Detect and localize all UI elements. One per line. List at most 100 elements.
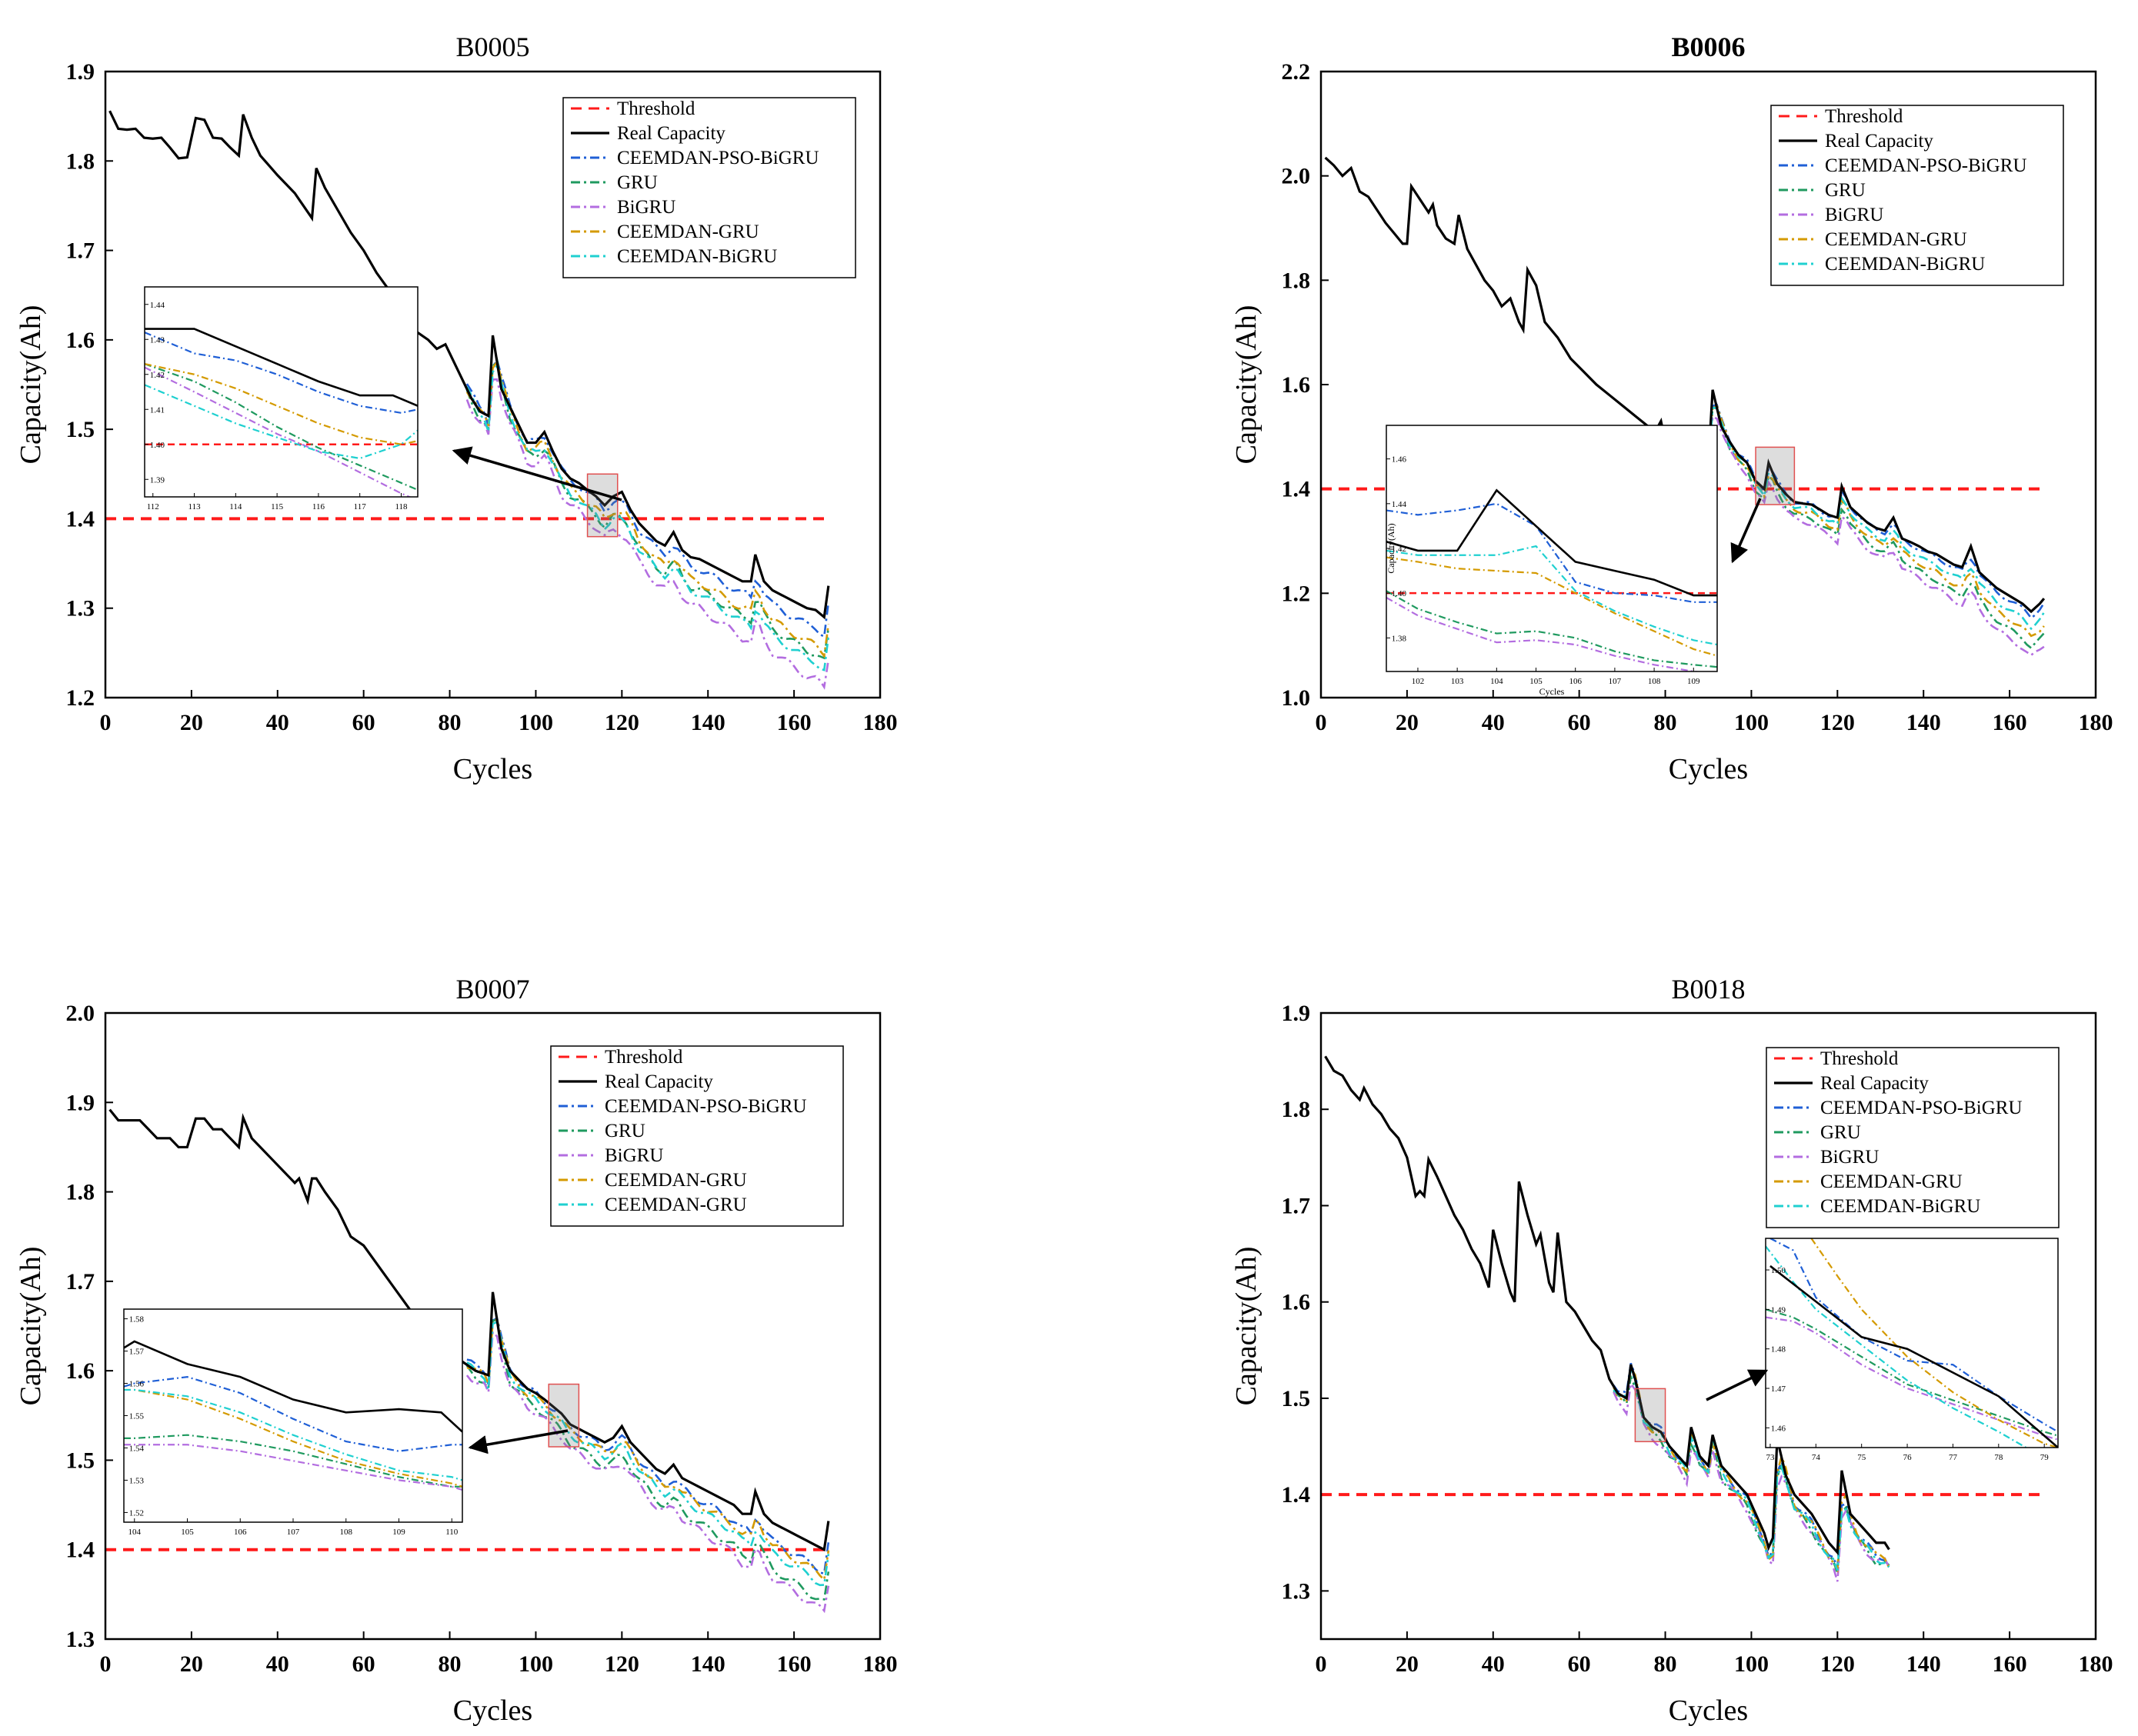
zoom-arrow bbox=[1706, 1369, 1769, 1401]
y-tick-label: 2.0 bbox=[66, 1001, 95, 1026]
x-tick-label: 80 bbox=[1654, 1651, 1677, 1677]
y-tick-label: 1.8 bbox=[66, 148, 95, 174]
inset-y-tick-label: 1.53 bbox=[129, 1476, 145, 1485]
inset-series-ceemdan-pso-bigru bbox=[124, 1376, 462, 1452]
legend-label: BiGRU bbox=[605, 1145, 663, 1166]
series-line-bigru bbox=[465, 1329, 830, 1614]
series-line-bigru bbox=[1695, 415, 2045, 657]
plot-area bbox=[105, 1108, 830, 1614]
inset-series-gru bbox=[145, 363, 418, 491]
inset-x-tick-label: 76 bbox=[1903, 1453, 1913, 1462]
x-tick-label: 160 bbox=[777, 710, 812, 735]
inset-series-gru bbox=[1386, 590, 1717, 668]
inset-plot-area bbox=[124, 1340, 462, 1491]
inset-bg bbox=[145, 287, 418, 497]
zoom-arrow bbox=[1730, 498, 1762, 564]
inset-y-axis-label: Capacity(Ah) bbox=[1386, 523, 1396, 573]
inset-x-tick-label: 109 bbox=[1687, 677, 1700, 686]
series-line-bigru bbox=[1613, 1381, 1890, 1582]
inset-series-bigru bbox=[1386, 597, 1703, 671]
series-line-gru bbox=[1613, 1373, 1890, 1574]
x-tick-label: 80 bbox=[439, 710, 462, 735]
inset-x-tick-label: 104 bbox=[1490, 677, 1503, 686]
legend-box bbox=[550, 1045, 844, 1227]
inset-y-tick-label: 1.39 bbox=[150, 475, 165, 485]
x-tick-label: 180 bbox=[2079, 1651, 2113, 1677]
x-tick-label: 160 bbox=[1993, 1651, 2027, 1677]
inset-series-real capacity bbox=[145, 328, 418, 407]
inset-x-tick-label: 114 bbox=[229, 502, 242, 511]
legend-label: BiGRU bbox=[617, 197, 675, 218]
inset-y-tick-label: 1.55 bbox=[129, 1412, 145, 1421]
legend-label: BiGRU bbox=[1820, 1147, 1879, 1168]
inset-x-tick-label: 106 bbox=[1569, 677, 1582, 686]
y-tick-label: 1.6 bbox=[66, 1358, 95, 1384]
zoom-region bbox=[1755, 446, 1796, 505]
legend-box bbox=[562, 97, 856, 278]
inset-y-tick-label: 1.38 bbox=[1392, 634, 1407, 643]
y-tick-label: 1.6 bbox=[66, 328, 95, 353]
inset-frame bbox=[1765, 1238, 2059, 1448]
series-line-bigru bbox=[465, 378, 830, 690]
inset-x-tick-label: 107 bbox=[287, 1528, 300, 1537]
plot-frame bbox=[1319, 70, 2097, 699]
zoom-region bbox=[586, 473, 619, 538]
plot-area bbox=[105, 110, 830, 690]
legend-label: Threshold bbox=[1820, 1048, 1899, 1069]
inset-x-tick-label: 115 bbox=[271, 502, 284, 511]
y-axis-label: Capacity(Ah) bbox=[1230, 1247, 1262, 1406]
x-tick-label: 40 bbox=[266, 710, 289, 735]
legend-label: Real Capacity bbox=[1825, 131, 1933, 152]
legend-label: CEEMDAN-PSO-BiGRU bbox=[605, 1096, 807, 1117]
inset-series-ceemdan-pso-bigru bbox=[1769, 1238, 2058, 1433]
inset-x-tick-label: 112 bbox=[147, 502, 159, 511]
inset-x-tick-label: 109 bbox=[392, 1528, 405, 1537]
x-tick-label: 0 bbox=[100, 710, 112, 735]
legend: Threshold Real Capacity CEEMDAN-PSO-BiGRU G… bbox=[1770, 105, 2064, 286]
inset-x-tick-label: 74 bbox=[1812, 1453, 1821, 1462]
y-tick-label: 1.0 bbox=[1282, 685, 1311, 711]
inset-y-tick-label: 1.54 bbox=[129, 1444, 145, 1453]
x-tick-label: 20 bbox=[1396, 1651, 1419, 1677]
inset-y-tick-label: 1.46 bbox=[1771, 1424, 1786, 1433]
legend-label: CEEMDAN-PSO-BiGRU bbox=[1825, 155, 2027, 176]
y-tick-label: 1.5 bbox=[1282, 1386, 1311, 1411]
inset-x-tick-label: 110 bbox=[445, 1528, 459, 1537]
inset-x-axis-label: Cycles bbox=[1539, 686, 1565, 697]
inset-x-tick-label: 102 bbox=[1412, 677, 1425, 686]
plot-frame bbox=[104, 1011, 882, 1641]
inset-x-tick-label: 78 bbox=[1994, 1453, 2003, 1462]
legend-label: CEEMDAN-GRU bbox=[605, 1170, 747, 1191]
x-tick-label: 80 bbox=[1654, 710, 1677, 735]
legend-label: CEEMDAN-GRU bbox=[617, 222, 759, 242]
inset-series-real capacity bbox=[124, 1340, 462, 1433]
inset-y-tick-label: 1.41 bbox=[150, 405, 165, 415]
inset-series-bigru bbox=[145, 366, 412, 497]
x-tick-label: 140 bbox=[1906, 710, 1941, 735]
y-tick-label: 1.6 bbox=[1282, 1290, 1311, 1315]
chart-title: B0005 bbox=[455, 32, 529, 62]
legend-label: CEEMDAN-PSO-BiGRU bbox=[617, 148, 819, 168]
inset-frame bbox=[144, 286, 419, 498]
inset-plot-area bbox=[1766, 1238, 2058, 1448]
zoom-inset: 102 103 104 105 106 107 108 109 1.38 1.40 1.42 1.44… bbox=[1386, 425, 1718, 697]
inset-series-ceemdan-pso-bigru bbox=[1386, 502, 1717, 603]
series-line-ceemdan-bigru bbox=[1694, 406, 2045, 631]
inset-x-tick-label: 118 bbox=[395, 502, 408, 511]
y-tick-label: 1.9 bbox=[1282, 1001, 1311, 1026]
y-tick-label: 1.9 bbox=[66, 59, 95, 85]
legend-box bbox=[1766, 1047, 2060, 1228]
x-tick-label: 100 bbox=[519, 1651, 553, 1677]
series-line-gru bbox=[465, 1318, 830, 1601]
x-tick-label: 60 bbox=[352, 1651, 375, 1677]
y-tick-label: 1.4 bbox=[66, 506, 95, 531]
inset-y-tick-label: 1.43 bbox=[150, 335, 165, 345]
legend: Threshold Real Capacity CEEMDAN-PSO-BiGRU G… bbox=[1766, 1047, 2060, 1228]
legend-label: GRU bbox=[1825, 180, 1866, 201]
inset-series-ceemdan-gru bbox=[124, 1388, 462, 1488]
y-tick-label: 1.5 bbox=[66, 417, 95, 442]
inset-series-real capacity bbox=[1386, 488, 1717, 597]
y-tick-label: 2.2 bbox=[1282, 59, 1311, 85]
series-line-ceemdan-gru bbox=[1694, 404, 2045, 638]
